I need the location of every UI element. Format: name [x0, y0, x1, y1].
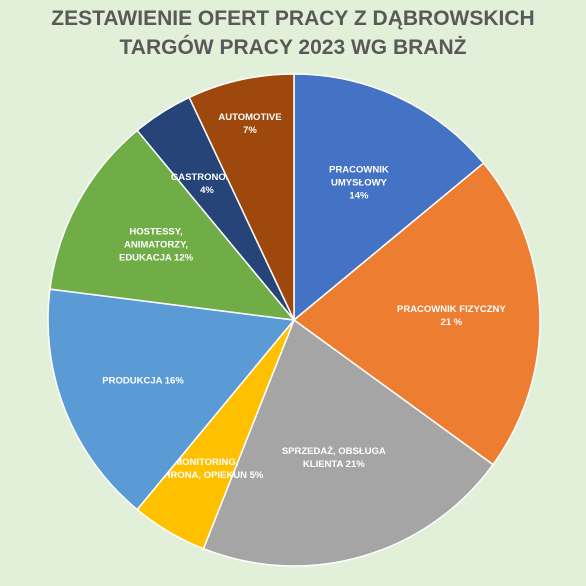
slice-label-line: 21 %	[441, 317, 463, 328]
slice-label-line: AUTOMOTIVE	[218, 112, 281, 123]
slice-label-line: GASTRONOMIA	[171, 172, 243, 183]
slice-label-1: PRACOWNIK UMYSŁOWY 14%	[329, 164, 389, 201]
chart-title: ZESTAWIENIE OFERT PRACY Z DĄBROWSKICH TA…	[0, 4, 586, 62]
slice-label-line: SPRZEDAŻ, OBSŁUGA	[282, 446, 386, 457]
slice-label-line: EDUKACJA 12%	[119, 253, 194, 264]
slice-label-line: HOSTESSY,	[129, 227, 182, 238]
slice-label-line: OCHRONA, OPIEKUN 5%	[149, 470, 264, 481]
slice-label-3: SPRZEDAŻ, OBSŁUGA KLIENTA 21%	[282, 446, 386, 470]
slice-label-8: AUTOMOTIVE 7%	[218, 112, 281, 136]
pie-slice-3	[202, 318, 495, 567]
pie-slice-2	[292, 162, 541, 466]
slice-label-line: 7%	[243, 125, 257, 136]
slice-label-line: PRACOWNIK	[329, 164, 389, 175]
slice-label-6: HOSTESSY, ANIMATORZY, EDUKACJA 12%	[119, 227, 194, 264]
slice-label-line: 14%	[349, 190, 369, 201]
pie-slice-8	[188, 73, 295, 321]
slice-label-5: PRODUKCJA 16%	[102, 375, 184, 386]
slice-label-7: GASTRONOMIA 4%	[171, 172, 243, 196]
slice-label-line: UMYSŁOWY	[331, 177, 388, 188]
slice-label-line: PRACOWNIK FIZYCZNY	[397, 304, 506, 315]
slice-label-line: PRODUKCJA 16%	[102, 375, 184, 386]
slice-label-2: PRACOWNIK FIZYCZNY 21 %	[397, 304, 506, 328]
slice-label-4: MONITORING, OCHRONA, OPIEKUN 5%	[149, 457, 264, 481]
pie-slice-6	[49, 129, 296, 321]
pie-slice-5	[47, 288, 296, 511]
slice-label-line: 4%	[200, 185, 214, 196]
slice-label-line: KLIENTA 21%	[303, 459, 365, 470]
chart-title-line-1: ZESTAWIENIE OFERT PRACY Z DĄBROWSKICH	[51, 7, 535, 30]
pie-slice-1	[293, 73, 485, 322]
slice-label-line: ANIMATORZY,	[124, 240, 188, 251]
chart-title-line-2: TARGÓW PRACY 2023 WG BRANŻ	[119, 36, 467, 59]
slice-label-line: MONITORING,	[174, 457, 238, 468]
